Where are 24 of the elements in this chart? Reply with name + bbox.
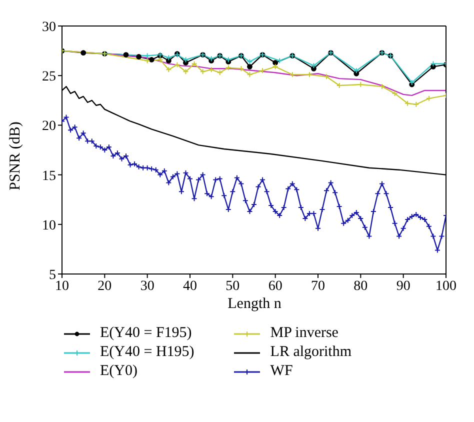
x-axis-title: Length n [226,296,282,313]
x-tick-label: 70 [311,278,325,294]
legend-label: E(Y40 = F195) [100,325,192,342]
x-tick-label: 100 [436,278,456,294]
y-tick-label: 10 [42,218,56,234]
x-tick-label: 80 [354,278,368,294]
x-tick-label: 90 [396,278,410,294]
y-tick-label: 15 [42,168,56,184]
y-axis-title: PSNR (dB) [8,122,24,190]
y-tick-label: 5 [49,268,56,283]
y-tick-label: 20 [42,119,56,134]
legend-label: LR algorithm [270,344,352,361]
x-tick-label: 40 [183,278,197,294]
x-tick-label: 60 [268,278,282,294]
x-tick-label: 10 [55,278,69,294]
legend-label: E(Y40 = H195) [100,344,194,361]
y-tick-label: 30 [42,20,56,35]
legend-label: MP inverse [270,325,338,342]
legend-label: E(Y0) [100,363,138,380]
x-tick-label: 30 [140,278,154,294]
y-tick-label: 25 [42,70,56,85]
legend-label: WF [270,363,293,380]
x-tick-label: 20 [98,278,112,294]
x-tick-label: 50 [226,278,240,294]
